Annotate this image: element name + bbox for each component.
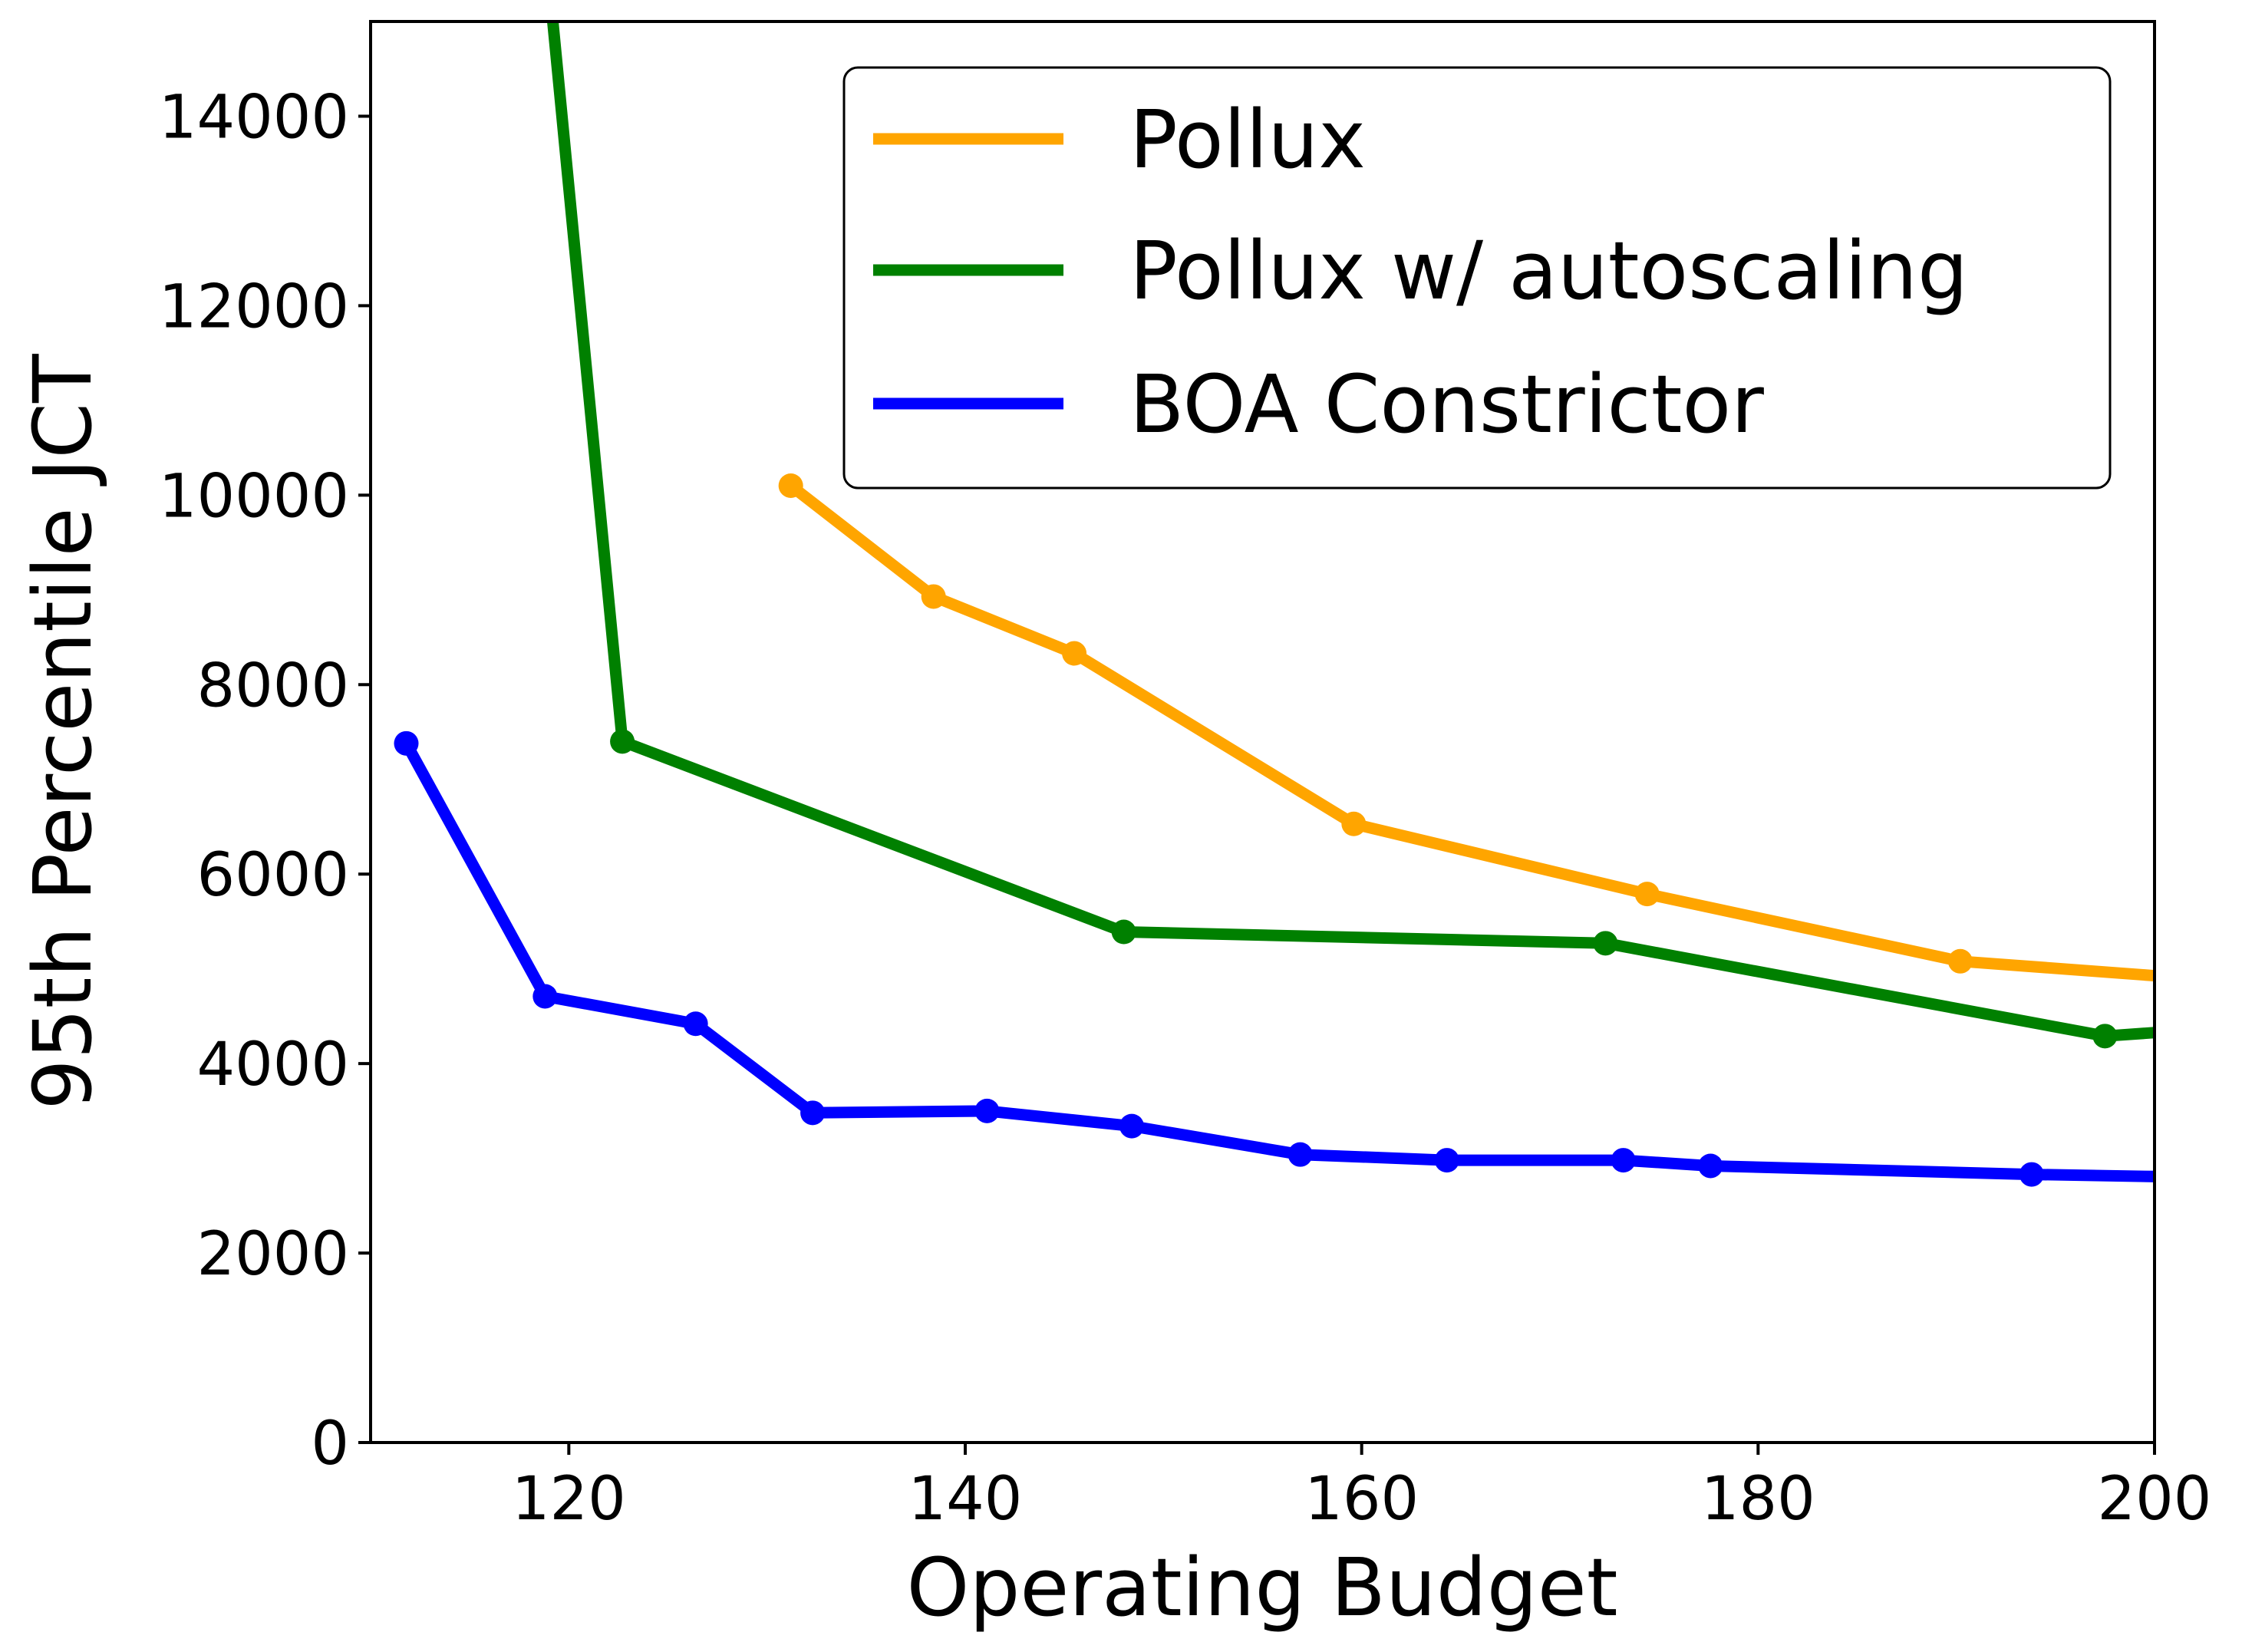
y-tick-label: 6000 [196,841,349,910]
data-point-pollux-w-autoscaling [610,729,635,754]
data-point-boa-constrictor [974,1098,1000,1123]
x-tick-label: 180 [1701,1465,1815,1534]
data-point-pollux [1634,882,1660,907]
x-axis-title: Operating Budget [906,1541,1617,1634]
data-point-boa-constrictor [1698,1153,1723,1179]
data-point-boa-constrictor [532,984,558,1009]
y-tick-label: 8000 [196,651,349,720]
legend-label-pollux-autoscaling: Pollux w/ autoscaling [1129,224,1968,318]
legend-box [842,66,2112,490]
y-tick-label: 0 [311,1410,349,1479]
data-point-pollux [778,473,803,498]
series-layer [394,21,2155,1187]
x-tick-label: 160 [1304,1465,1419,1534]
series-line-pollux-w-autoscaling [546,21,2155,1042]
series-line-pollux [787,481,2155,982]
data-point-boa-constrictor [683,1011,708,1037]
data-point-pollux [1062,641,1087,666]
data-point-boa-constrictor [1119,1113,1144,1139]
x-tick-label: 120 [512,1465,626,1534]
legend-label-boa-constrictor: BOA Constrictor [1129,358,1764,451]
legend: Pollux Pollux w/ autoscaling BOA Constri… [842,66,2112,490]
data-point-pollux [921,584,946,609]
y-tick-label: 12000 [159,272,349,341]
data-point-pollux [1341,811,1367,836]
y-tick-label: 10000 [159,462,349,531]
x-axis-ticks: 120 140 160 180 200 [512,1443,2212,1534]
y-tick-label: 14000 [159,83,349,152]
plot-frame [369,20,2156,1444]
x-tick-label: 200 [2098,1465,2212,1534]
data-point-pollux [1947,948,1973,974]
data-point-boa-constrictor [1611,1148,1636,1173]
data-point-boa-constrictor [1288,1142,1313,1167]
y-tick-label: 2000 [196,1220,349,1289]
legend-label-pollux: Pollux [1129,93,1366,186]
x-tick-label: 140 [908,1465,1023,1534]
data-point-boa-constrictor [2019,1162,2044,1187]
data-point-pollux-w-autoscaling [1111,919,1136,945]
y-tick-label: 4000 [196,1030,349,1100]
series-line-boa-constrictor [401,740,2155,1182]
data-point-boa-constrictor [800,1100,826,1126]
data-point-boa-constrictor [394,730,419,756]
data-point-boa-constrictor [1434,1148,1459,1173]
data-point-pollux-w-autoscaling [2092,1024,2118,1049]
data-point-pollux-w-autoscaling [1593,931,1618,956]
y-axis-title: 95th Percentile JCT [16,354,110,1110]
y-axis-ticks: 0 2000 4000 6000 8000 10000 12000 14000 [159,83,371,1479]
